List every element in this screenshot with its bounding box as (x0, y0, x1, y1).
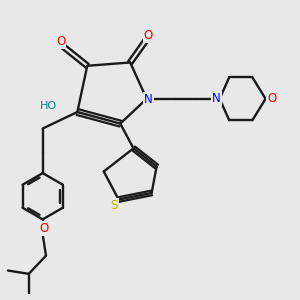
Text: O: O (40, 222, 49, 235)
Text: N: N (212, 92, 221, 105)
Text: O: O (267, 92, 276, 105)
Text: N: N (144, 93, 153, 106)
Text: O: O (56, 35, 65, 48)
Text: O: O (144, 28, 153, 42)
Text: HO: HO (40, 101, 57, 111)
Text: S: S (111, 199, 118, 212)
